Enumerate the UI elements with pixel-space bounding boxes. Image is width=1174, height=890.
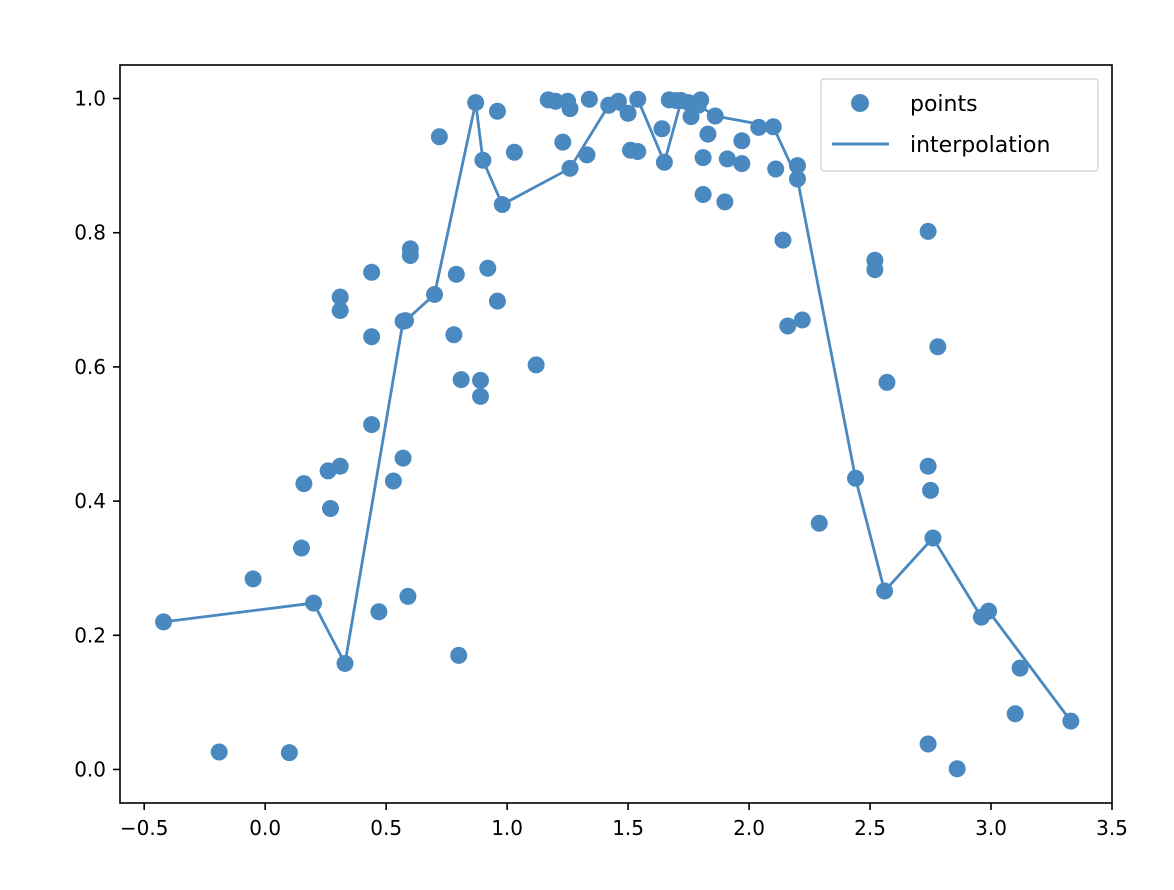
scatter-point-45 <box>561 100 579 118</box>
scatter-point-11 <box>331 302 349 320</box>
scatter-point-41 <box>547 92 565 110</box>
scatter-point-16 <box>370 603 388 621</box>
scatter-point-49 <box>609 92 627 110</box>
x-tick-label: 3.5 <box>1096 816 1128 840</box>
scatter-point-90 <box>929 338 947 356</box>
legend-box <box>820 78 1099 172</box>
scatter-point-84 <box>878 373 896 391</box>
scatter-point-28 <box>450 646 468 664</box>
scatter-point-29 <box>452 371 470 389</box>
scatter-point-36 <box>488 292 506 310</box>
scatter-point-65 <box>699 125 717 143</box>
scatter-point-71 <box>750 118 768 136</box>
scatter-point-53 <box>629 143 647 161</box>
legend-label-interpolation: interpolation <box>910 133 1050 158</box>
y-tick-label: 1.0 <box>74 87 106 111</box>
y-tick-label: 0.0 <box>74 757 106 781</box>
scatter-point-85 <box>919 222 937 240</box>
legend-label-points: points <box>910 92 978 117</box>
scatter-point-42 <box>554 133 572 151</box>
scatter-point-64 <box>694 185 712 203</box>
scatter-point-1 <box>210 743 228 761</box>
x-tick-label: −0.5 <box>120 816 169 840</box>
scatter-point-94 <box>1006 705 1024 723</box>
scatter-point-2 <box>244 570 262 588</box>
x-tick-label: 1.0 <box>491 816 523 840</box>
scatter-point-25 <box>430 128 448 146</box>
scatter-point-82 <box>866 261 884 279</box>
scatter-point-31 <box>472 387 490 405</box>
scatter-point-46 <box>578 146 596 164</box>
x-tick-label: 0.5 <box>370 816 402 840</box>
scatter-point-75 <box>779 317 797 335</box>
y-tick-label: 0.2 <box>74 623 106 647</box>
scatter-point-39 <box>527 356 545 374</box>
scatter-point-17 <box>384 472 402 490</box>
scatter-point-70 <box>733 155 751 173</box>
scatter-point-5 <box>295 475 313 493</box>
scatter-point-8 <box>322 499 339 517</box>
scatter-point-32 <box>472 371 490 389</box>
scatter-point-21 <box>399 587 417 605</box>
x-tick-label: 0.0 <box>249 816 281 840</box>
scatter-point-95 <box>1011 659 1029 677</box>
scatter-point-9 <box>331 457 349 475</box>
scatter-point-67 <box>716 193 734 211</box>
scatter-point-62 <box>692 91 710 109</box>
scatter-point-54 <box>653 120 671 138</box>
scatter-point-14 <box>363 328 381 346</box>
scatter-point-35 <box>488 102 506 120</box>
scatter-point-74 <box>774 231 792 249</box>
scatter-point-15 <box>363 416 381 434</box>
y-tick-label: 0.6 <box>74 355 106 379</box>
y-tick-label: 0.4 <box>74 489 106 513</box>
x-tick-label: 1.5 <box>612 816 644 840</box>
legend: points interpolation <box>820 78 1099 172</box>
scatter-point-88 <box>922 481 940 499</box>
y-tick-label: 0.8 <box>74 221 106 245</box>
scatter-point-4 <box>292 539 310 557</box>
axes-frame <box>119 64 1113 804</box>
x-tick-label: 2.5 <box>854 816 886 840</box>
scatter-point-91 <box>948 760 966 778</box>
scatter-point-26 <box>445 326 463 344</box>
scatter-point-69 <box>733 132 751 150</box>
scatter-point-78 <box>793 311 811 329</box>
scatter-point-63 <box>694 149 712 167</box>
scatter-point-38 <box>505 143 523 161</box>
legend-marker-points <box>851 94 869 112</box>
scatter-point-86 <box>919 457 937 475</box>
scatter-point-23 <box>401 247 419 265</box>
scatter-point-3 <box>280 744 298 762</box>
scatter-point-87 <box>919 735 937 753</box>
scatter-point-13 <box>363 263 381 281</box>
ticks-layer: −0.5 0.0 0.5 1.0 1.5 2.0 2.5 3.0 3.5 0.0 0.2 0.4 0.6… <box>74 87 1128 840</box>
x-tick-label: 3.0 <box>975 816 1007 840</box>
scatter-point-34 <box>479 259 497 277</box>
scatter-point-27 <box>447 265 465 283</box>
interpolation-line <box>163 97 1072 722</box>
x-tick-label: 2.0 <box>733 816 765 840</box>
scatter-point-79 <box>810 514 828 532</box>
scatter-point-18 <box>394 449 412 467</box>
scatter-point-68 <box>718 150 736 168</box>
plot-layer <box>155 90 1080 778</box>
scatter-point-73 <box>767 160 785 178</box>
scatter-point-47 <box>580 90 598 108</box>
scatter-point-10 <box>331 288 349 306</box>
